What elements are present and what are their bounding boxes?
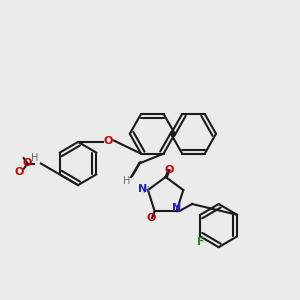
Text: O: O [15,167,24,177]
Text: O: O [23,158,32,169]
Text: F: F [196,237,204,247]
Text: H: H [31,153,38,163]
Text: N: N [138,184,147,194]
Text: O: O [146,213,155,223]
Text: O: O [165,165,174,175]
Text: H: H [124,176,131,186]
Text: H: H [142,186,148,195]
Text: O: O [104,136,113,146]
Text: N: N [172,203,181,214]
